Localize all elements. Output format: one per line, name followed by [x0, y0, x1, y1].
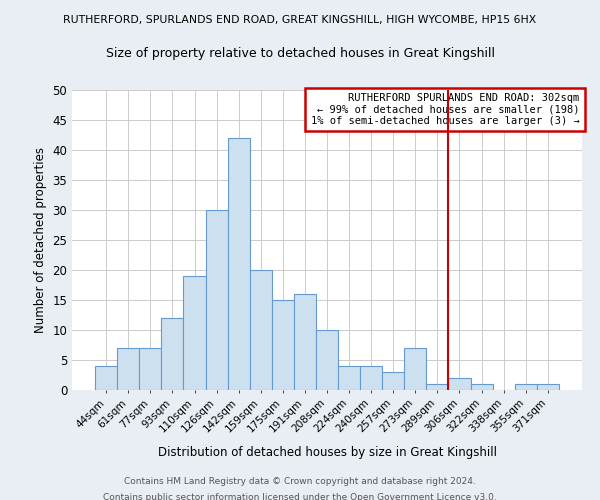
Bar [250, 270, 272, 390]
X-axis label: Distribution of detached houses by size in Great Kingshill: Distribution of detached houses by size … [157, 446, 497, 458]
Bar [470, 384, 493, 390]
Bar [161, 318, 184, 390]
Bar [360, 366, 382, 390]
Bar [537, 384, 559, 390]
Text: RUTHERFORD, SPURLANDS END ROAD, GREAT KINGSHILL, HIGH WYCOMBE, HP15 6HX: RUTHERFORD, SPURLANDS END ROAD, GREAT KI… [64, 15, 536, 25]
Bar [294, 294, 316, 390]
Bar [139, 348, 161, 390]
Bar [382, 372, 404, 390]
Text: Contains public sector information licensed under the Open Government Licence v3: Contains public sector information licen… [103, 492, 497, 500]
Text: Contains HM Land Registry data © Crown copyright and database right 2024.: Contains HM Land Registry data © Crown c… [124, 478, 476, 486]
Bar [117, 348, 139, 390]
Text: Size of property relative to detached houses in Great Kingshill: Size of property relative to detached ho… [106, 48, 494, 60]
Text: RUTHERFORD SPURLANDS END ROAD: 302sqm
← 99% of detached houses are smaller (198): RUTHERFORD SPURLANDS END ROAD: 302sqm ← … [311, 93, 580, 126]
Bar [448, 378, 470, 390]
Bar [427, 384, 448, 390]
Bar [272, 300, 294, 390]
Bar [515, 384, 537, 390]
Bar [206, 210, 227, 390]
Bar [316, 330, 338, 390]
Bar [404, 348, 427, 390]
Bar [227, 138, 250, 390]
Bar [95, 366, 117, 390]
Bar [338, 366, 360, 390]
Bar [184, 276, 206, 390]
Y-axis label: Number of detached properties: Number of detached properties [34, 147, 47, 333]
